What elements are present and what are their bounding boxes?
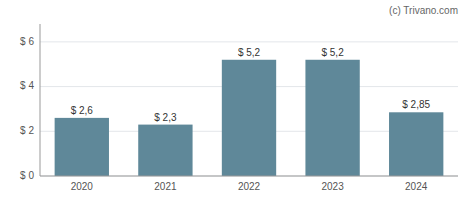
grid bbox=[40, 42, 458, 176]
chart-container: $ 0 $ 2 $ 4 $ 6 2020 2021 2022 2023 2024 $ 2,6 $ 2… bbox=[0, 0, 470, 200]
annotation: (c) Trivano.com bbox=[389, 5, 458, 16]
y-tick-label: $ 2 bbox=[20, 125, 34, 136]
y-axis-line bbox=[40, 24, 41, 176]
bar bbox=[389, 112, 443, 176]
x-axis-line bbox=[40, 176, 458, 177]
bar bbox=[55, 118, 109, 176]
y-tick-label: $ 4 bbox=[20, 80, 34, 91]
data-label: $ 2,6 bbox=[71, 105, 94, 116]
x-tick-label: 2024 bbox=[405, 181, 428, 192]
data-label: $ 5,2 bbox=[321, 47, 344, 58]
data-label: $ 5,2 bbox=[238, 47, 261, 58]
grid-line bbox=[40, 41, 458, 42]
bar bbox=[222, 60, 276, 176]
grid-line bbox=[40, 176, 458, 177]
bar bbox=[138, 125, 192, 176]
y-tick-label: $ 6 bbox=[20, 36, 34, 47]
chart-svg: $ 0 $ 2 $ 4 $ 6 2020 2021 2022 2023 2024 $ 2,6 $ 2… bbox=[0, 0, 470, 200]
x-tick-label: 2021 bbox=[154, 181, 177, 192]
bar bbox=[305, 60, 359, 176]
data-label: $ 2,85 bbox=[402, 99, 430, 110]
data-label: $ 2,3 bbox=[154, 112, 177, 123]
bars bbox=[55, 60, 444, 176]
x-tick-label: 2020 bbox=[71, 181, 94, 192]
x-tick-label: 2022 bbox=[238, 181, 261, 192]
y-tick-label: $ 0 bbox=[20, 170, 34, 181]
x-tick-label: 2023 bbox=[321, 181, 344, 192]
